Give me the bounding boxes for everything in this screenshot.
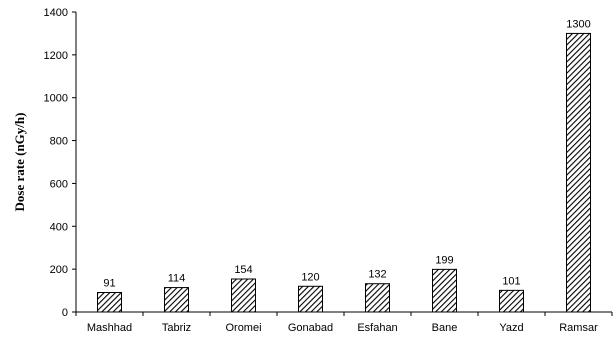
y-tick-label: 800 [50,136,68,148]
y-tick-label: 1400 [44,7,68,19]
y-axis-label: Dose rate (nGy/h) [12,113,27,212]
data-label: 1300 [566,18,590,30]
bar [298,285,323,313]
x-tick-label: Oromei [225,322,261,334]
y-axis-ticks: 0 200 400 600 800 1000 1200 1400 [44,7,76,319]
bar [164,287,189,313]
bars: 91 114 154 120 132 199 101 1300 [97,18,591,313]
x-axis-ticks: Mashhad Tabriz Oromei Gonabad Esfahan Bane Yaz… [75,312,613,334]
bar [499,289,524,313]
bar [231,278,256,313]
x-tick-label: Ramsar [559,322,598,334]
bar [566,32,591,313]
x-tick-label: Esfahan [357,322,397,334]
data-label: 120 [301,271,319,283]
bar [432,268,457,313]
data-label: 132 [368,269,386,281]
y-tick-label: 0 [62,307,68,319]
x-tick-label: Bane [432,322,458,334]
y-tick-label: 1000 [44,93,68,105]
data-label: 199 [435,254,453,266]
data-label: 101 [502,275,520,287]
x-tick-label: Tabriz [162,322,191,334]
x-tick-label: Mashhad [87,322,132,334]
y-tick-label: 1200 [44,50,68,62]
data-label: 114 [168,273,186,285]
y-tick-label: 200 [50,264,68,276]
x-tick-label: Yazd [499,322,523,334]
bar [365,283,390,313]
data-label: 91 [103,278,115,290]
x-tick-label: Gonabad [288,322,333,334]
y-tick-label: 600 [50,178,68,190]
y-tick-label: 400 [50,221,68,233]
data-label: 154 [234,264,252,276]
bar [97,292,122,313]
